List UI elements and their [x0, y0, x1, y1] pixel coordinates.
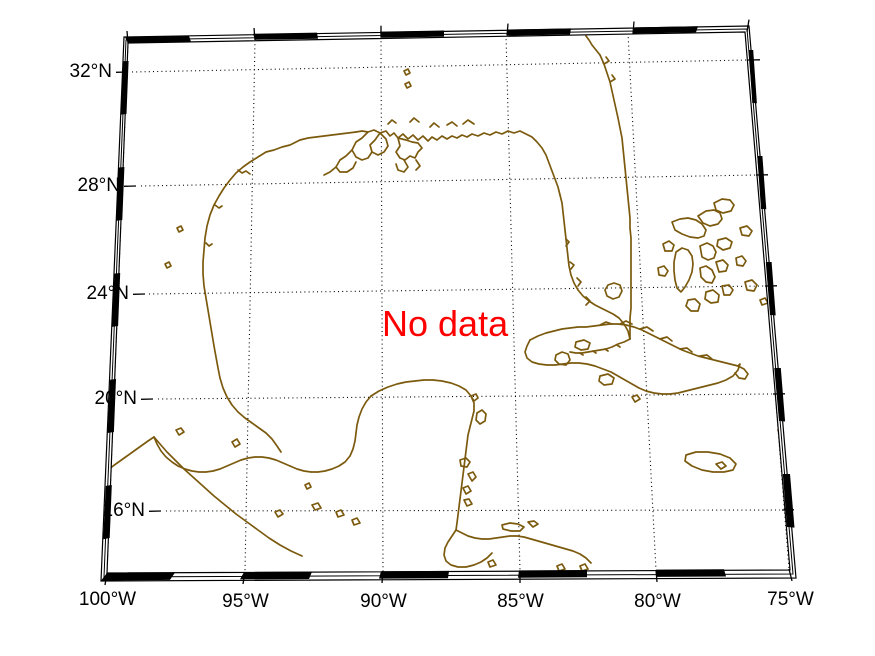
lat-tick-label-16N: 16°N [102, 500, 145, 521]
lon-tick-label-85W: 85°W [497, 591, 544, 612]
frame-right-blocks [748, 50, 795, 528]
lon-tick-label-100W: 100°W [78, 589, 137, 610]
frame-top-blocks [124, 26, 698, 43]
lat-tick-label-24N: 24°N [86, 283, 129, 304]
lon-tick-label-80W: 80°W [634, 591, 681, 612]
coastlines [107, 35, 790, 572]
map-frame [100, 19, 797, 586]
lat-ticks-left [115, 71, 162, 512]
lat-ticks-right [747, 59, 795, 511]
no-data-annotation: No data [382, 303, 509, 344]
lon-ticks-bottom [104, 568, 793, 586]
lon-ticks-top [126, 19, 750, 44]
lon-tick-label-95W: 95°W [222, 591, 269, 612]
frame-bottom-blocks [101, 569, 726, 581]
lat-tick-label-32N: 32°N [69, 61, 112, 82]
lon-tick-label-90W: 90°W [360, 591, 407, 612]
frame-left-blocks [103, 61, 129, 540]
lat-tick-label-20N: 20°N [94, 388, 137, 409]
lon-tick-label-75W: 75°W [767, 589, 814, 610]
lat-tick-label-28N: 28°N [77, 175, 120, 196]
